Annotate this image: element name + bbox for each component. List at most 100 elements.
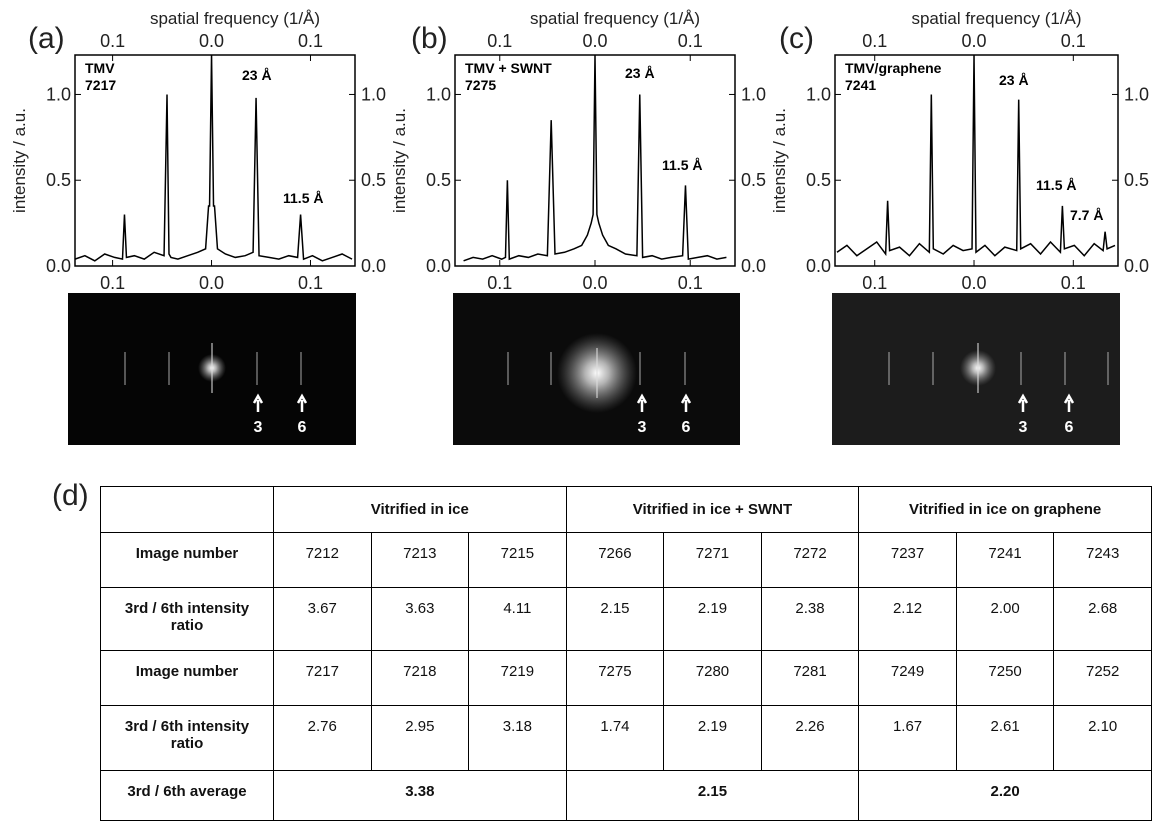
table-row: Image number 7212 7213 7215 7266 7271 7272 7237… — [100, 532, 1152, 588]
y-tick-label: 1.0 — [46, 84, 71, 104]
y2-tick-label: 0.5 — [741, 170, 766, 190]
arrow-label: 6 — [298, 419, 307, 436]
table-row: 3rd / 6th average 3.38 2.15 2.20 — [100, 770, 1152, 821]
panel-label: (b) — [411, 22, 448, 55]
peak-annotation: 23 Å — [625, 65, 655, 81]
arrow-label: 6 — [682, 419, 691, 436]
y-tick-label: 0.5 — [46, 170, 71, 190]
table-cell: 7241 — [955, 532, 1055, 588]
sample-label: TMV — [85, 60, 115, 76]
y-tick-label: 0.0 — [426, 256, 451, 276]
x-tick-label: 0.1 — [298, 273, 323, 293]
x-top-tick-label: 0.1 — [1061, 31, 1086, 51]
plot-frame — [74, 54, 356, 267]
peak-annotation: 11.5 Å — [283, 190, 323, 206]
row-label-text: Image number — [135, 545, 239, 562]
x-top-tick-label: 0.0 — [962, 31, 987, 51]
panel-label: (d) — [52, 479, 89, 512]
table-cell: 7237 — [858, 532, 957, 588]
table-cell: 2.76 — [273, 705, 372, 771]
x-top-tick-label: 0.1 — [678, 31, 703, 51]
row-label: Image number — [100, 650, 274, 706]
arrow — [1063, 393, 1075, 412]
arrow-label: 3 — [254, 419, 263, 436]
group-header: Vitrified in ice + SWNT — [565, 486, 860, 533]
table-cell: 2.20 — [858, 770, 1152, 821]
table-cell: 7280 — [663, 650, 762, 706]
peak-annotation: 11.5 Å — [662, 157, 702, 173]
table-cell: 1.74 — [565, 705, 665, 771]
arrow-label: 3 — [638, 419, 647, 436]
table-cell: 1.67 — [858, 705, 957, 771]
table-cell: 2.19 — [663, 587, 762, 651]
y-tick-label: 1.0 — [806, 84, 831, 104]
table-cell: 3.38 — [273, 770, 567, 821]
table-cell: 2.00 — [955, 587, 1055, 651]
table-cell: 7215 — [468, 532, 567, 588]
y-tick-label: 0.0 — [806, 256, 831, 276]
table-cell: 2.95 — [370, 705, 470, 771]
table-cell: 3.18 — [468, 705, 567, 771]
table-cell: 7272 — [760, 532, 860, 588]
y2-tick-label: 0.0 — [1124, 256, 1149, 276]
table-cell: 2.61 — [955, 705, 1055, 771]
spectrum-line — [836, 54, 1116, 257]
x-top-axis-label: spatial frequency (1/Å) — [150, 9, 320, 28]
sample-label: 7241 — [845, 77, 876, 93]
corner-cell — [100, 486, 274, 533]
row-label-text: Image number — [135, 663, 239, 680]
row-label-text: 3rd / 6th intensity ratio — [124, 600, 250, 634]
table-cell: 7252 — [1053, 650, 1152, 706]
x-top-axis-label: spatial frequency (1/Å) — [530, 9, 700, 28]
x-top-tick-label: 0.0 — [582, 31, 607, 51]
x-tick-label: 0.1 — [487, 273, 512, 293]
table-cell: 2.68 — [1053, 587, 1152, 651]
row-label: 3rd / 6th intensity ratio — [100, 705, 274, 771]
panel-label: (c) — [779, 22, 814, 55]
arrow — [636, 393, 648, 412]
x-tick-label: 0.0 — [962, 273, 987, 293]
y-axis-label: intensity / a.u. — [10, 108, 29, 213]
peak-annotation: 23 Å — [242, 67, 272, 83]
x-top-tick-label: 0.0 — [199, 31, 224, 51]
table-cell: 7217 — [273, 650, 372, 706]
y2-tick-label: 1.0 — [1124, 84, 1149, 104]
x-top-tick-label: 0.1 — [487, 31, 512, 51]
table-cell: 7281 — [760, 650, 860, 706]
sample-label: TMV/graphene — [845, 60, 942, 76]
arrow-label: 3 — [1019, 419, 1028, 436]
x-tick-label: 0.0 — [199, 273, 224, 293]
row-label: 3rd / 6th average — [100, 770, 274, 821]
group-header: Vitrified in ice — [273, 486, 567, 533]
table-cell: 7243 — [1053, 532, 1152, 588]
table-cell: 7271 — [663, 532, 762, 588]
spectrum-line — [74, 54, 353, 262]
row-label-text: 3rd / 6th intensity ratio — [124, 718, 250, 752]
header-row: Vitrified in ice Vitrified in ice + SWNT V… — [100, 486, 1152, 533]
table-cell: 7218 — [370, 650, 470, 706]
x-tick-label: 0.1 — [678, 273, 703, 293]
sample-label: 7217 — [85, 77, 116, 93]
table-cell: 7213 — [370, 532, 470, 588]
table-cell: 7212 — [273, 532, 372, 588]
x-tick-label: 0.0 — [582, 273, 607, 293]
y-tick-label: 0.5 — [426, 170, 451, 190]
x-top-tick-label: 0.1 — [100, 31, 125, 51]
y-tick-label: 0.5 — [806, 170, 831, 190]
table-cell: 7275 — [565, 650, 665, 706]
table-cell: 2.26 — [760, 705, 860, 771]
x-tick-label: 0.1 — [100, 273, 125, 293]
y-axis-label: intensity / a.u. — [770, 108, 789, 213]
x-top-tick-label: 0.1 — [862, 31, 887, 51]
plot-frame — [834, 54, 1119, 267]
y2-tick-label: 0.5 — [1124, 170, 1149, 190]
table-cell: 2.10 — [1053, 705, 1152, 771]
arrow — [1017, 393, 1029, 412]
panel-label: (a) — [28, 22, 65, 55]
table-cell: 2.15 — [565, 587, 665, 651]
y-tick-label: 1.0 — [426, 84, 451, 104]
table-cell: 2.38 — [760, 587, 860, 651]
table-cell: 2.15 — [565, 770, 860, 821]
